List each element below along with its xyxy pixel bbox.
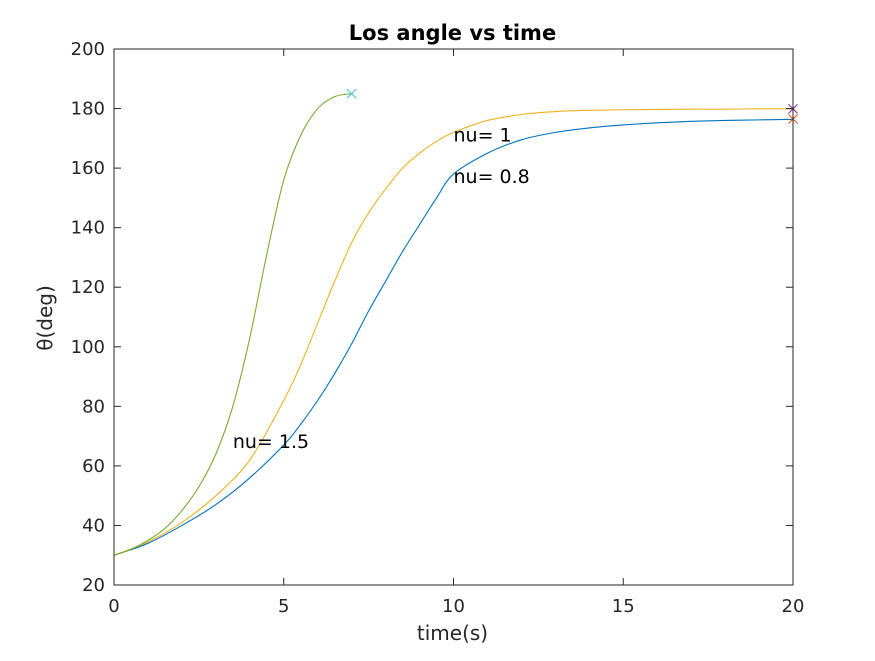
series-layer xyxy=(113,93,794,556)
series-annotation: nu= 0.8 xyxy=(454,166,530,188)
x-tick-label: 0 xyxy=(108,596,119,617)
series-line-2 xyxy=(113,108,794,556)
series-annotation: nu= 1.5 xyxy=(233,431,309,453)
y-tick-label: 160 xyxy=(71,158,105,179)
y-axis-label: θ(deg) xyxy=(33,285,57,351)
annotations: nu= 1 nu= 0.8 nu= 1.5 xyxy=(233,124,530,453)
y-tick-label: 200 xyxy=(71,39,105,60)
y-tick-label: 140 xyxy=(71,218,105,239)
y-tick-label: 60 xyxy=(82,456,105,477)
axes: 0 5 10 15 20 20 40 60 80 100 120 140 160 180 200 xyxy=(71,39,805,617)
y-tick-label: 180 xyxy=(71,99,105,120)
x-tick-label: 15 xyxy=(612,596,635,617)
chart-title: Los angle vs time xyxy=(349,21,556,45)
end-marker-stroke xyxy=(346,88,357,99)
series-line-3 xyxy=(113,93,352,556)
x-tick-label: 20 xyxy=(782,596,805,617)
y-tick-label: 100 xyxy=(71,337,105,358)
series-line-1 xyxy=(113,118,794,556)
y-tick-label: 40 xyxy=(82,515,105,536)
y-tick-label: 20 xyxy=(82,575,105,596)
y-tick-label: 80 xyxy=(82,396,105,417)
series-annotation: nu= 1 xyxy=(454,124,512,146)
end-marker-3 xyxy=(346,88,357,99)
x-axis-label: time(s) xyxy=(417,621,488,645)
y-tick-label: 120 xyxy=(71,277,105,298)
x-tick-label: 5 xyxy=(278,596,289,617)
x-tick-label: 10 xyxy=(442,596,465,617)
